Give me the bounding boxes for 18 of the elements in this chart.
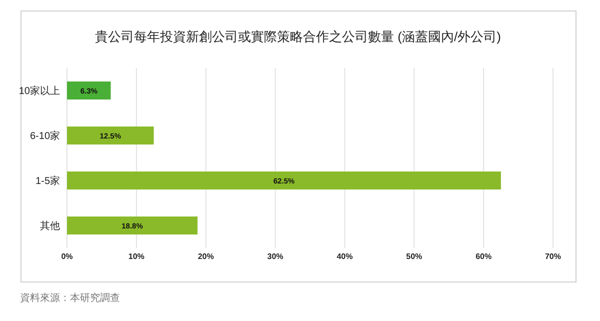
x-tick-label: 30%: [267, 252, 284, 261]
x-tick-label: 10%: [128, 252, 144, 261]
x-tick-label: 20%: [198, 252, 214, 261]
y-tick-label: 10家以上: [18, 85, 60, 97]
chart-title: 貴公司每年投資新創公司或實際策略合作之公司數量 (涵蓋國內/外公司): [95, 29, 501, 44]
x-tick-label: 0%: [61, 252, 73, 261]
bar: [67, 216, 198, 234]
y-tick-label: 6-10家: [30, 130, 60, 142]
bar: [67, 82, 111, 100]
source-note: 資料來源：本研究調查: [20, 292, 120, 304]
x-tick-label: 50%: [406, 252, 422, 261]
bar: [67, 172, 501, 190]
x-tick-label: 60%: [476, 252, 492, 261]
y-tick-label: 其他: [40, 220, 60, 232]
x-tick-label: 40%: [336, 252, 353, 261]
bar: [67, 126, 154, 144]
x-tick-label: 70%: [544, 252, 562, 261]
y-tick-label: 1-5家: [36, 175, 60, 187]
